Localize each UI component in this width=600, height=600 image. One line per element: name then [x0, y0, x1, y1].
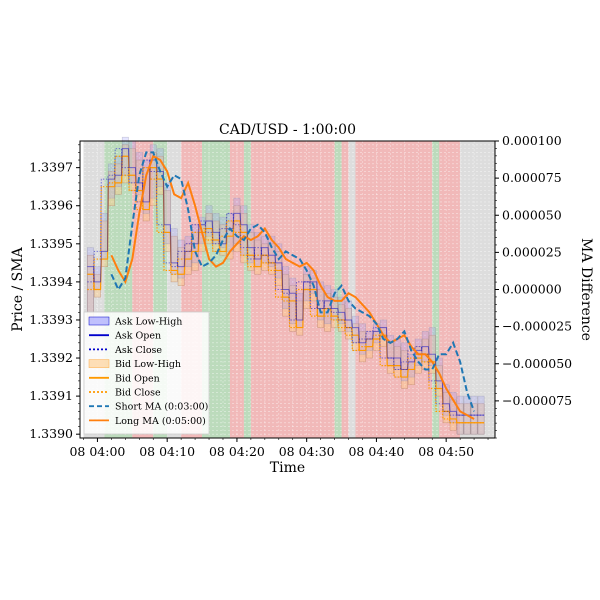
- chart-title: CAD/USD - 1:00:00: [219, 122, 356, 138]
- ask-low-high-bar: [107, 163, 115, 199]
- y2-tick-label: −0.000025: [502, 319, 572, 334]
- long-ma-line: [110, 154, 475, 420]
- bid-low-high-bar: [456, 403, 464, 435]
- y-tick-label: 1.3392: [29, 350, 73, 365]
- ask-low-high-bar: [100, 213, 108, 260]
- x-tick-label: 08 04:30: [279, 444, 335, 459]
- legend-label: Ask Low-High: [114, 317, 182, 328]
- x-tick-label: 08 04:00: [69, 444, 125, 459]
- ask-low-high-bar: [393, 338, 401, 370]
- y-tick-label: 1.3393: [29, 312, 73, 327]
- ask-low-high-bar: [87, 247, 94, 313]
- legend-swatch: [88, 359, 110, 368]
- bid-close-line: [87, 155, 485, 424]
- lines: [87, 148, 485, 424]
- y2-axis-ticks: 0.000100 0.000075 0.000050 0.000025 0.000000…: [495, 133, 572, 439]
- ask-low-high-bar: [114, 155, 122, 187]
- legend-label: Ask Open: [114, 331, 161, 342]
- ask-low-high-bar: [366, 331, 373, 351]
- x-axis-ticks: 08 04:00 08 04:10 08 04:20 08 04:30 08 04:40…: [69, 438, 489, 459]
- ask-low-high-bar: [352, 315, 359, 344]
- ask-low-high-bar: [428, 327, 436, 366]
- legend-label: Ask Close: [114, 345, 162, 356]
- y2-tick-label: 0.000025: [502, 244, 562, 259]
- y-axis-ticks: 1.3390 1.3391 1.3392 1.3393 1.3394 1.3395 1.33…: [29, 144, 80, 441]
- x-axis-label: Time: [270, 460, 305, 476]
- legend-label: Bid Close: [115, 388, 161, 399]
- legend-label: Short MA (0:03:00): [115, 402, 208, 413]
- y-tick-label: 1.3395: [29, 236, 73, 251]
- ask-low-high-bar: [261, 235, 269, 264]
- ask-low-high-bar: [282, 266, 290, 309]
- x-tick-label: 08 04:20: [209, 444, 265, 459]
- y2-tick-label: 0.000000: [502, 282, 562, 297]
- x-tick-label: 08 04:40: [348, 444, 404, 459]
- ask-low-high-bar: [296, 293, 304, 328]
- y2-tick-label: −0.000050: [502, 356, 572, 371]
- ask-close-line: [87, 148, 485, 416]
- y2-tick-label: 0.000075: [502, 170, 562, 185]
- legend-label: Bid Low-High: [115, 359, 181, 370]
- y2-axis-label: MA Difference: [578, 238, 594, 341]
- y-tick-label: 1.3391: [29, 388, 73, 403]
- y2-tick-label: 0.000100: [502, 133, 562, 148]
- ask-low-high-bar: [93, 266, 101, 290]
- legend-label: Bid Open: [115, 373, 160, 384]
- legend-swatch: [88, 316, 110, 326]
- x-tick-label: 08 04:50: [418, 444, 474, 459]
- legend-label: Long MA (0:05:00): [115, 416, 206, 427]
- legend-box: [83, 311, 210, 435]
- ask-low-high-bar: [345, 300, 352, 332]
- bid-low-high-bar: [477, 403, 485, 435]
- y-tick-label: 1.3394: [29, 274, 73, 289]
- x-tick-label: 08 04:10: [139, 444, 195, 459]
- legend: Ask Low-High Ask Open Ask Close Bid Low-Hig…: [83, 311, 210, 435]
- ask-low-high-bar: [170, 228, 178, 275]
- region-positive: [243, 141, 251, 438]
- y-tick-label: 1.3397: [29, 160, 73, 175]
- y2-tick-label: 0.000050: [502, 207, 562, 222]
- ask-low-high-bar: [226, 213, 234, 252]
- ask-low-high-bar: [212, 213, 220, 245]
- short-ma-line: [110, 151, 476, 412]
- ask-low-high-bar: [163, 182, 171, 245]
- region-positive: [432, 141, 440, 438]
- y2-tick-label: −0.000075: [502, 393, 572, 408]
- y-axis-label: Price / SMA: [10, 246, 26, 331]
- y-tick-label: 1.3396: [29, 198, 73, 213]
- bid-low-high-bar: [463, 403, 471, 435]
- ask-low-high-bar: [128, 140, 136, 184]
- y-tick-label: 1.3390: [29, 426, 73, 441]
